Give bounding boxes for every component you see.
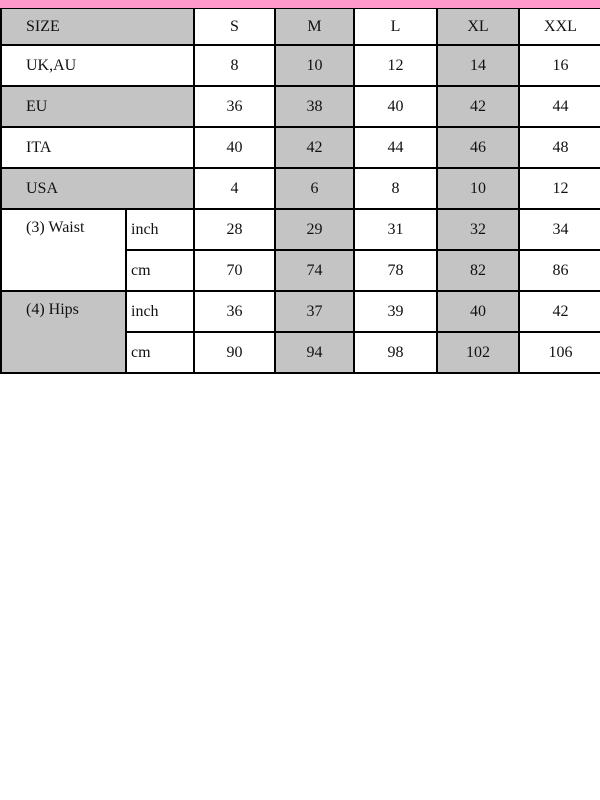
size-value-cell: 74 [274,249,355,292]
unit-label-inch: inch [125,290,195,333]
row-label-usa: USA [0,167,195,210]
header-size-xl: XL [436,8,520,46]
top-accent-bar [0,0,600,8]
row-label-waist: (3) Waist [0,208,127,292]
size-value-cell: 4 [193,167,276,210]
size-value-cell: 6 [274,167,355,210]
header-size-s: S [193,8,276,46]
size-value-cell: 48 [518,126,600,169]
size-value-cell: 98 [353,331,438,374]
size-value-cell: 29 [274,208,355,251]
table-row-ukau: UK,AU 8 10 12 14 16 [0,44,600,87]
row-label-ita: ITA [0,126,195,169]
size-value-cell: 40 [193,126,276,169]
size-value-cell: 31 [353,208,438,251]
size-value-cell: 36 [193,85,276,128]
header-size-label: SIZE [0,8,195,46]
size-value-cell: 39 [353,290,438,333]
row-label-eu: EU [0,85,195,128]
table-row-hips-cm: cm 90 94 98 102 106 [1,331,600,374]
size-value-cell: 86 [518,249,600,292]
unit-label-cm: cm [125,249,195,292]
size-value-cell: 78 [353,249,438,292]
size-value-cell: 40 [436,290,520,333]
unit-label-inch: inch [125,208,195,251]
table-row-ita: ITA 40 42 44 46 48 [0,126,600,169]
size-value-cell: 10 [274,44,355,87]
size-value-cell: 106 [518,331,600,374]
empty-area [0,374,600,793]
size-value-cell: 34 [518,208,600,251]
size-value-cell: 12 [353,44,438,87]
row-label-hips: (4) Hips [0,290,127,374]
table-row-waist-inch: (3) Waist inch 28 29 31 32 34 [0,208,600,292]
size-value-cell: 46 [436,126,520,169]
size-value-cell: 90 [193,331,276,374]
table-row-usa: USA 4 6 8 10 12 [0,167,600,210]
table-row-waist-cm: cm 70 74 78 82 86 [1,249,600,292]
size-value-cell: 82 [436,249,520,292]
size-value-cell: 44 [518,85,600,128]
size-value-cell: 12 [518,167,600,210]
size-value-cell: 36 [193,290,276,333]
size-value-cell: 32 [436,208,520,251]
size-value-cell: 28 [193,208,276,251]
size-value-cell: 10 [436,167,520,210]
header-size-xxl: XXL [518,8,600,46]
size-value-cell: 40 [353,85,438,128]
table-row-eu: EU 36 38 40 42 44 [0,85,600,128]
size-value-cell: 14 [436,44,520,87]
size-value-cell: 94 [274,331,355,374]
size-value-cell: 102 [436,331,520,374]
header-size-m: M [274,8,355,46]
size-value-cell: 16 [518,44,600,87]
size-value-cell: 37 [274,290,355,333]
size-value-cell: 70 [193,249,276,292]
size-value-cell: 8 [193,44,276,87]
size-value-cell: 42 [436,85,520,128]
size-value-cell: 38 [274,85,355,128]
unit-label-cm: cm [125,331,195,374]
row-label-ukau: UK,AU [0,44,195,87]
size-value-cell: 8 [353,167,438,210]
size-value-cell: 42 [518,290,600,333]
header-size-l: L [353,8,438,46]
table-header-row: SIZE S M L XL XXL [0,8,600,46]
size-value-cell: 44 [353,126,438,169]
table-row-hips-inch: (4) Hips inch 36 37 39 40 42 [0,290,600,374]
size-value-cell: 42 [274,126,355,169]
size-chart-table: SIZE S M L XL XXL UK,AU 8 10 12 14 16 EU… [0,8,600,374]
